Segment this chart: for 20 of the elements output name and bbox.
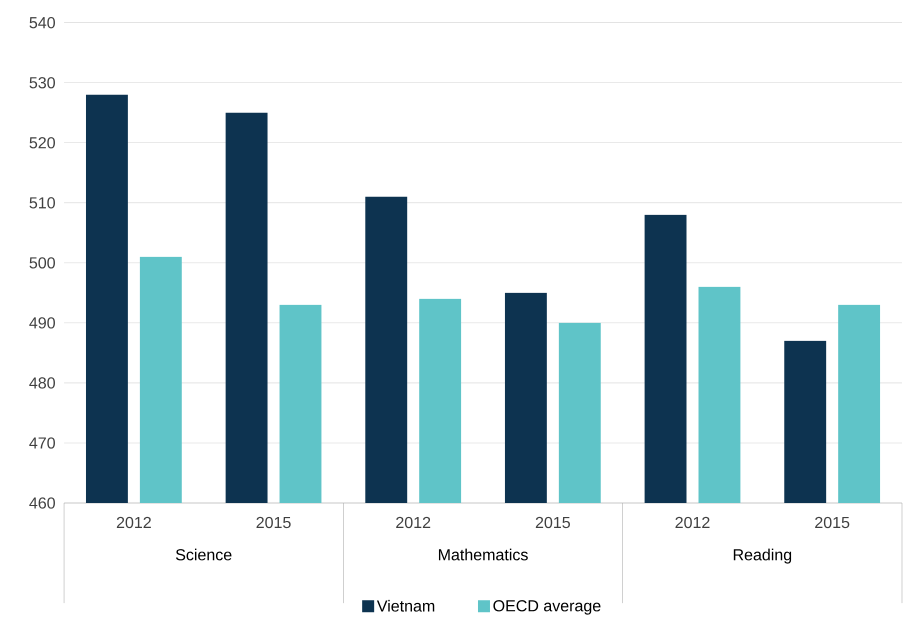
x-tick-label: 2015 <box>256 516 291 528</box>
y-tick-label: 540 <box>30 17 55 28</box>
x-tick-label: 2012 <box>116 516 151 528</box>
y-tick-label: 520 <box>30 137 55 149</box>
legend-label: Vietnam <box>376 600 434 612</box>
y-tick-label: 510 <box>30 197 55 209</box>
y-tick-label: 530 <box>30 77 55 88</box>
x-tick-label: 2012 <box>396 516 430 528</box>
legend-label: OECD average <box>493 600 600 615</box>
text: Reading <box>734 548 792 564</box>
y-tick-label: 460 <box>29 497 55 509</box>
y-tick-label: 500 <box>30 257 55 269</box>
text: Mathematics <box>438 548 528 561</box>
y-tick-label: 480 <box>29 377 55 389</box>
text: Science <box>176 548 232 561</box>
y-tick-label: 490 <box>29 317 55 329</box>
x-tick-label: 2015 <box>536 516 570 528</box>
x-tick-label: 2015 <box>815 516 850 528</box>
x-tick-label: 2012 <box>675 516 710 528</box>
y-tick-label: 470 <box>29 437 55 449</box>
